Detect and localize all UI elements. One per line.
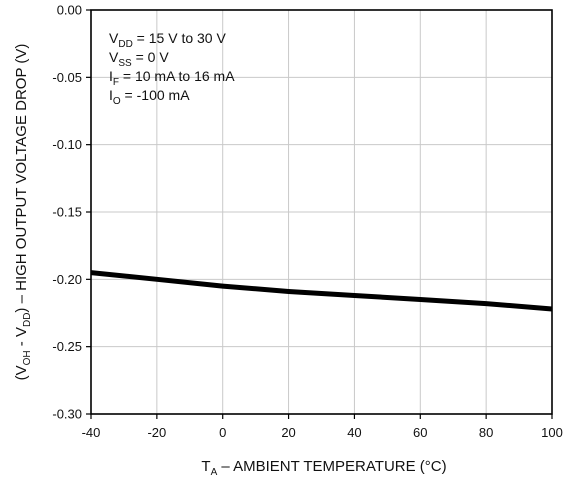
y-tick-label: -0.15 xyxy=(52,205,82,220)
condition-io-sub: O xyxy=(113,96,121,107)
x-tick-label: -40 xyxy=(82,425,101,440)
x-axis-title-main: T xyxy=(201,458,210,475)
y-axis-title-part-1: (V xyxy=(13,365,30,380)
condition-vss-main: V xyxy=(109,49,119,65)
condition-io-rest: = -100 mA xyxy=(121,87,191,103)
y-axis-title: (VOH - VDD) – HIGH OUTPUT VOLTAGE DROP (… xyxy=(13,44,33,381)
y-tick-label: 0.00 xyxy=(57,3,82,18)
y-tick-labels: 0.00 -0.05 -0.10 -0.15 -0.20 -0.25 -0.30 xyxy=(52,3,82,422)
condition-vss-sub: SS xyxy=(118,58,132,69)
x-tick-label: 0 xyxy=(219,425,226,440)
conditions-annotation: VDD = 15 V to 30 V VSS = 0 V IF = 10 mA … xyxy=(109,30,235,107)
series-line xyxy=(90,270,553,312)
condition-if: IF = 10 mA to 16 mA xyxy=(109,68,235,88)
condition-io-main: I xyxy=(109,87,113,103)
x-tick-label: 20 xyxy=(281,425,295,440)
x-tick-label: 40 xyxy=(347,425,361,440)
x-axis-title: TA – AMBIENT TEMPERATURE (°C) xyxy=(201,458,446,478)
y-axis-title-sub-1: OH xyxy=(22,350,33,365)
x-tick-label: -20 xyxy=(147,425,166,440)
y-axis-title-part-3: ) – HIGH OUTPUT VOLTAGE DROP (V) xyxy=(13,44,30,313)
condition-if-sub: F xyxy=(113,77,119,88)
condition-vdd-sub: DD xyxy=(118,39,132,50)
plot-frame xyxy=(90,9,553,415)
x-tick-label: 60 xyxy=(413,425,427,440)
y-axis-title-part-2: - V xyxy=(13,327,30,350)
y-tick-label: -0.25 xyxy=(52,339,82,354)
x-axis-title-rest: – AMBIENT TEMPERATURE (°C) xyxy=(217,458,446,475)
x-tick-label: 80 xyxy=(479,425,493,440)
condition-vdd-main: V xyxy=(109,30,119,46)
y-tick-label: -0.20 xyxy=(52,272,82,287)
y-axis-title-sub-2: DD xyxy=(22,313,33,327)
condition-if-rest: = 10 mA to 16 mA xyxy=(119,68,235,84)
condition-vss-rest: = 0 V xyxy=(132,49,170,65)
tick-marks xyxy=(86,9,553,419)
condition-vdd-rest: = 15 V to 30 V xyxy=(133,30,227,46)
condition-vdd: VDD = 15 V to 30 V xyxy=(109,30,226,50)
y-tick-label: -0.30 xyxy=(52,407,82,422)
condition-vss: VSS = 0 V xyxy=(109,49,169,69)
x-axis-title-sub: A xyxy=(211,467,218,478)
condition-if-main: I xyxy=(109,68,113,84)
x-tick-label: 100 xyxy=(541,425,563,440)
condition-io: IO = -100 mA xyxy=(109,87,190,107)
y-tick-label: -0.10 xyxy=(52,137,82,152)
grid xyxy=(91,10,552,414)
y-tick-label: -0.05 xyxy=(52,70,82,85)
x-tick-labels: -40 -20 0 20 40 60 80 100 xyxy=(82,425,563,440)
